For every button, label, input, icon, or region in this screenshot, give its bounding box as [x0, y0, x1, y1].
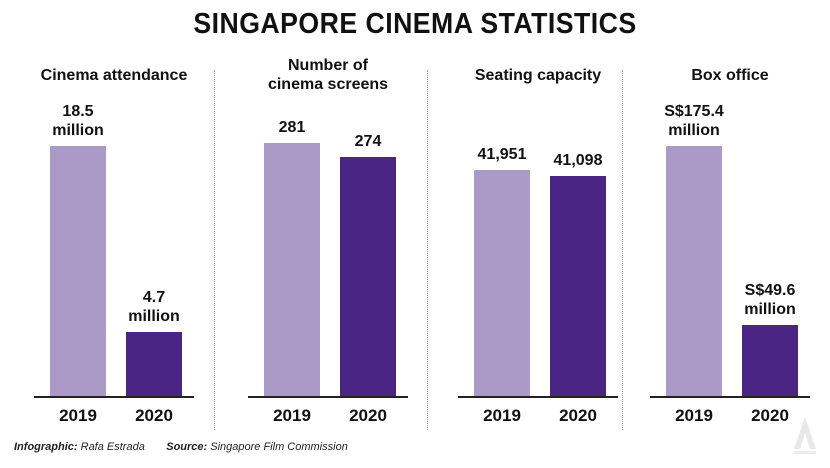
source-credit: Singapore Film Commission [210, 441, 348, 453]
data-label: 4.7 million [128, 289, 180, 325]
panel-divider [622, 70, 623, 430]
panel-title: Box office [691, 67, 769, 84]
axis-baseline [248, 396, 408, 398]
credits: Infographic: Rafa Estrada Source: Singap… [14, 441, 348, 453]
data-label: S$175.4 million [664, 103, 724, 139]
data-label: 41,951 [477, 146, 527, 163]
cna-logo-icon [794, 417, 816, 454]
panel-title: Number of cinema screens [267, 57, 389, 93]
x-tick-label: 2020 [135, 406, 173, 425]
bar-2020 [340, 157, 396, 396]
infographic-credit: Rafa Estrada [80, 441, 145, 453]
bar-2020 [550, 176, 606, 396]
bar-2019 [264, 143, 320, 396]
data-label: 18.5 million [52, 103, 104, 139]
x-tick-label: 2019 [273, 406, 311, 425]
axis-baseline [458, 396, 618, 398]
chart-title: SINGAPORE CINEMA STATISTICS [193, 8, 637, 40]
axis-baseline [34, 396, 194, 398]
panel-title: Cinema attendance [40, 67, 188, 84]
bar-2019 [474, 170, 530, 396]
data-label: 274 [354, 133, 382, 150]
bar-2020 [126, 332, 182, 396]
bar-2020 [742, 325, 798, 396]
x-tick-label: 2019 [675, 406, 713, 425]
data-label: 281 [278, 119, 306, 136]
x-tick-label: 2019 [483, 406, 521, 425]
bar-2019 [666, 146, 722, 396]
x-tick-label: 2019 [59, 406, 97, 425]
infographic-label: Infographic: [14, 441, 78, 453]
data-label: S$49.6 million [744, 282, 796, 318]
source-label: Source: [166, 441, 208, 453]
data-label: 41,098 [553, 152, 603, 169]
x-tick-label: 2020 [349, 406, 387, 425]
panel-divider [214, 70, 215, 430]
axis-baseline [650, 396, 810, 398]
x-tick-label: 2020 [559, 406, 597, 425]
panel-divider [427, 70, 428, 430]
bar-2019 [50, 146, 106, 396]
x-tick-label: 2020 [751, 406, 789, 425]
panel-title: Seating capacity [474, 67, 602, 84]
